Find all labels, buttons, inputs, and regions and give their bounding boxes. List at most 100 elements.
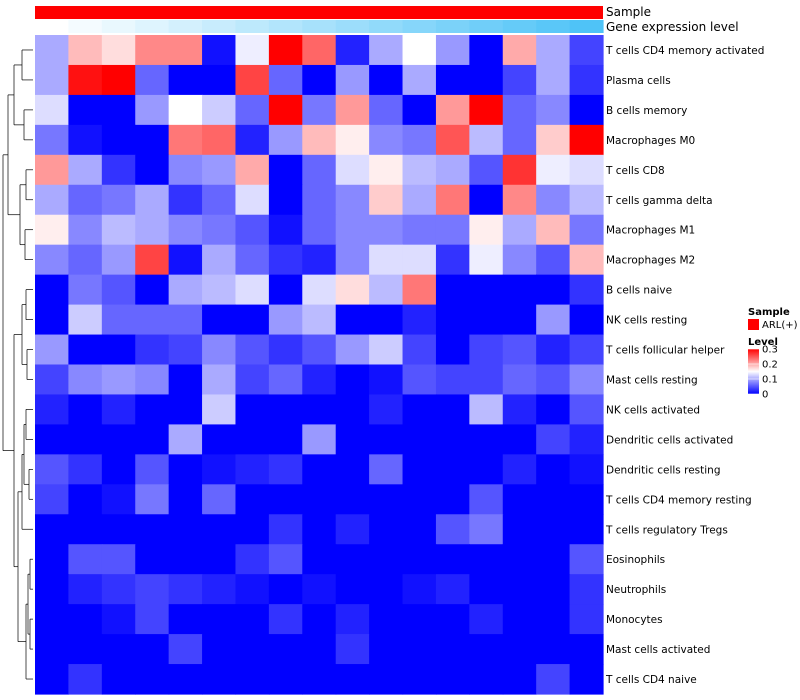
heatmap-cell <box>268 634 303 665</box>
heatmap-cell <box>435 634 470 665</box>
heatmap-cell <box>168 544 203 575</box>
heatmap-cell <box>335 544 370 575</box>
heatmap-cell <box>569 94 604 126</box>
heatmap-cell <box>268 184 303 216</box>
heatmap-cell <box>335 484 370 515</box>
heatmap-cell <box>536 244 571 276</box>
heatmap-cell <box>502 244 537 276</box>
level-tick-label: 0.1 <box>762 375 778 386</box>
heatmap-cell <box>502 154 537 186</box>
heatmap-cell <box>135 424 170 455</box>
heatmap-cell <box>402 634 437 665</box>
legend-sample-title: Sample <box>748 307 790 318</box>
expression-annotation-cell <box>302 20 337 33</box>
heatmap-cell <box>101 514 136 545</box>
heatmap-cell <box>35 94 70 126</box>
heatmap-cell <box>335 664 370 695</box>
row-label: T cells CD8 <box>605 165 665 177</box>
heatmap-cell <box>302 124 337 156</box>
heatmap-cell <box>402 304 437 336</box>
row-label: Monocytes <box>606 614 663 626</box>
row-label: Macrophages M2 <box>606 255 695 267</box>
heatmap-cell <box>68 124 103 156</box>
heatmap-cell <box>235 274 270 306</box>
row-label: Mast cells resting <box>606 374 698 386</box>
heatmap-cell <box>68 35 103 66</box>
heatmap-cell <box>268 424 303 455</box>
heatmap-cell <box>235 544 270 575</box>
heatmap-cell <box>68 604 103 635</box>
heatmap-cell <box>135 364 170 396</box>
heatmap-cell <box>402 364 437 396</box>
level-tick-label: 0.3 <box>762 345 778 356</box>
heatmap-cell <box>469 304 504 336</box>
heatmap-cell <box>202 394 237 425</box>
heatmap-cell <box>402 154 437 186</box>
heatmap-cell <box>469 64 504 96</box>
heatmap-cell <box>35 184 70 216</box>
expression-annotation-cell <box>135 20 170 33</box>
heatmap-cell <box>402 334 437 366</box>
row-label: T cells gamma delta <box>605 195 713 207</box>
heatmap-cell <box>469 574 504 605</box>
heatmap-cell <box>302 334 337 366</box>
heatmap-cell <box>569 64 604 96</box>
heatmap-cell <box>202 364 237 396</box>
heatmap-cell <box>402 244 437 276</box>
row-label: B cells memory <box>606 105 687 117</box>
heatmap-cell <box>35 64 70 96</box>
heatmap-cell <box>302 35 337 66</box>
heatmap-cell <box>68 634 103 665</box>
heatmap-cell <box>235 664 270 695</box>
heatmap-cell <box>135 574 170 605</box>
heatmap-cell <box>35 604 70 635</box>
heatmap-cell <box>135 454 170 485</box>
heatmap-cell <box>135 334 170 366</box>
heatmap-cell <box>302 544 337 575</box>
heatmap-cell <box>435 124 470 156</box>
heatmap-cell <box>536 214 571 246</box>
heatmap-cell <box>101 424 136 455</box>
heatmap-cell <box>369 274 404 306</box>
heatmap-cell <box>536 394 571 425</box>
expression-annotation-cell <box>335 20 370 33</box>
heatmap-cell <box>268 604 303 635</box>
heatmap-cell <box>235 244 270 276</box>
heatmap-cell <box>235 35 270 66</box>
heatmap-cell <box>135 64 170 96</box>
heatmap-cell <box>502 364 537 396</box>
heatmap-cell <box>335 634 370 665</box>
heatmap-cell <box>135 604 170 635</box>
heatmap-cell <box>569 514 604 545</box>
heatmap-cell <box>335 424 370 455</box>
row-label: T cells CD4 memory resting <box>605 494 752 506</box>
heatmap-cell <box>369 244 404 276</box>
heatmap-cell <box>536 544 571 575</box>
heatmap-cell <box>168 244 203 276</box>
heatmap-cell <box>435 214 470 246</box>
heatmap-cell <box>402 124 437 156</box>
heatmap-cell <box>135 35 170 66</box>
heatmap-cell <box>168 664 203 695</box>
heatmap-cell <box>202 334 237 366</box>
heatmap-cell <box>101 394 136 425</box>
heatmap-cell <box>168 604 203 635</box>
heatmap-cell <box>402 424 437 455</box>
heatmap-cell <box>101 274 136 306</box>
heatmap-cell <box>168 124 203 156</box>
heatmap-cell <box>335 514 370 545</box>
heatmap-cell <box>202 484 237 515</box>
heatmap-cell <box>268 484 303 515</box>
heatmap-cell <box>202 124 237 156</box>
heatmap-cell <box>168 484 203 515</box>
heatmap-cell <box>536 454 571 485</box>
heatmap-cell <box>369 544 404 575</box>
heatmap-cell <box>369 454 404 485</box>
heatmap-cell <box>435 94 470 126</box>
heatmap-cell <box>302 394 337 425</box>
heatmap-cell <box>135 154 170 186</box>
heatmap-cell <box>469 154 504 186</box>
heatmap-cell <box>302 214 337 246</box>
heatmap-cell <box>502 484 537 515</box>
